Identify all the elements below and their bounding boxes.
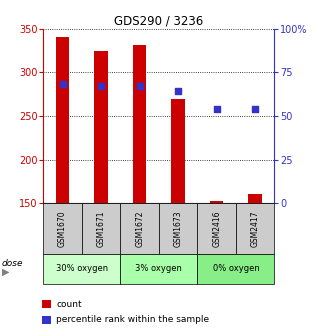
Bar bbox=[171, 99, 185, 203]
Point bbox=[214, 106, 219, 112]
Point bbox=[176, 89, 181, 94]
Bar bbox=[210, 201, 223, 203]
Text: count: count bbox=[56, 300, 82, 308]
Point bbox=[99, 84, 104, 89]
Text: GSM1672: GSM1672 bbox=[135, 210, 144, 247]
Text: GSM2416: GSM2416 bbox=[212, 210, 221, 247]
Text: ▶: ▶ bbox=[2, 267, 9, 277]
Bar bbox=[94, 51, 108, 203]
Point bbox=[253, 106, 258, 112]
Text: percentile rank within the sample: percentile rank within the sample bbox=[56, 316, 209, 324]
Text: GSM2417: GSM2417 bbox=[251, 210, 260, 247]
Bar bbox=[248, 194, 262, 203]
Title: GDS290 / 3236: GDS290 / 3236 bbox=[114, 14, 204, 28]
Text: GSM1673: GSM1673 bbox=[174, 210, 183, 247]
Text: GSM1670: GSM1670 bbox=[58, 210, 67, 247]
Text: GSM1671: GSM1671 bbox=[97, 210, 106, 247]
Point bbox=[60, 82, 65, 87]
Bar bbox=[56, 37, 69, 203]
Point bbox=[137, 84, 142, 89]
Text: dose: dose bbox=[2, 259, 23, 268]
Text: 0% oxygen: 0% oxygen bbox=[213, 264, 259, 273]
Text: 3% oxygen: 3% oxygen bbox=[135, 264, 182, 273]
Bar bbox=[133, 45, 146, 203]
Text: 30% oxygen: 30% oxygen bbox=[56, 264, 108, 273]
